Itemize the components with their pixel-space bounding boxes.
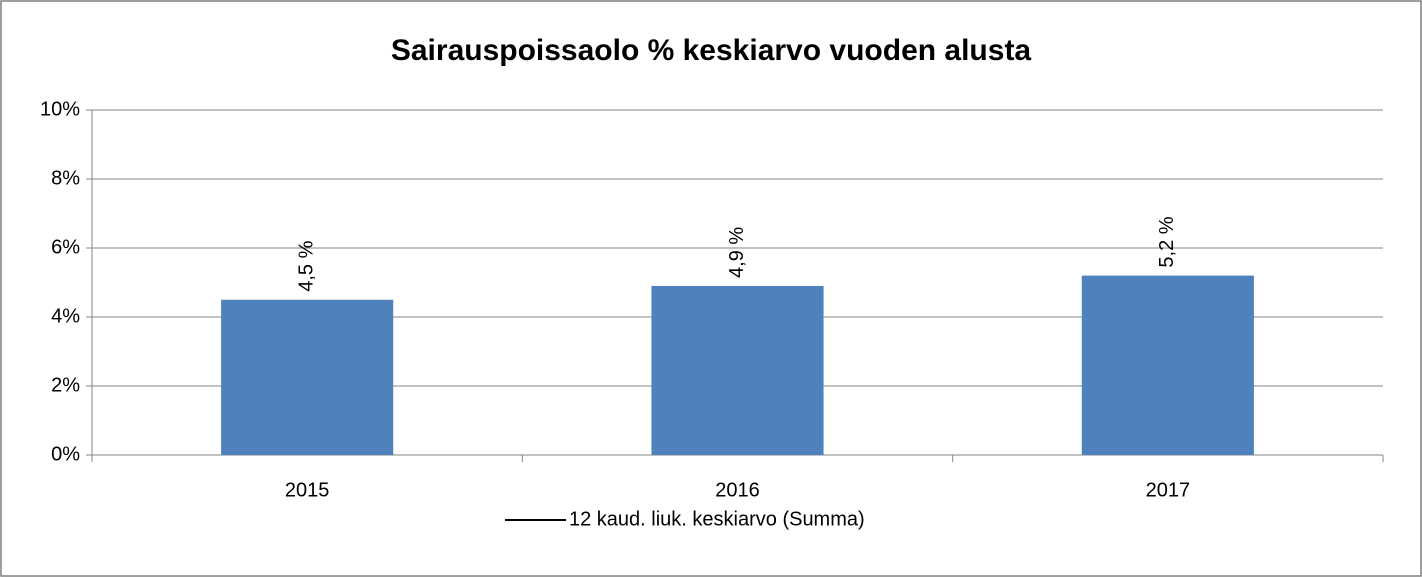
y-tick-label: 10% — [40, 98, 80, 120]
value-label: 4,9 % — [726, 227, 748, 278]
chart-title: Sairauspoissaolo % keskiarvo vuoden alus… — [391, 34, 1032, 67]
bar — [1081, 275, 1254, 455]
y-tick-label: 0% — [51, 443, 80, 465]
y-tick-label: 4% — [51, 305, 80, 327]
value-label: 4,5 % — [295, 240, 317, 291]
legend-label: 12 kaud. liuk. keskiarvo (Summa) — [569, 508, 865, 530]
y-tick-label: 8% — [51, 167, 80, 189]
x-tick-label: 2016 — [715, 479, 760, 501]
value-label: 5,2 % — [1156, 216, 1178, 267]
bar — [221, 299, 394, 455]
x-tick-label: 2017 — [1146, 479, 1191, 501]
bar — [651, 285, 824, 455]
x-tick-label: 2015 — [285, 479, 330, 501]
y-tick-label: 6% — [51, 236, 80, 258]
y-tick-label: 2% — [51, 374, 80, 396]
